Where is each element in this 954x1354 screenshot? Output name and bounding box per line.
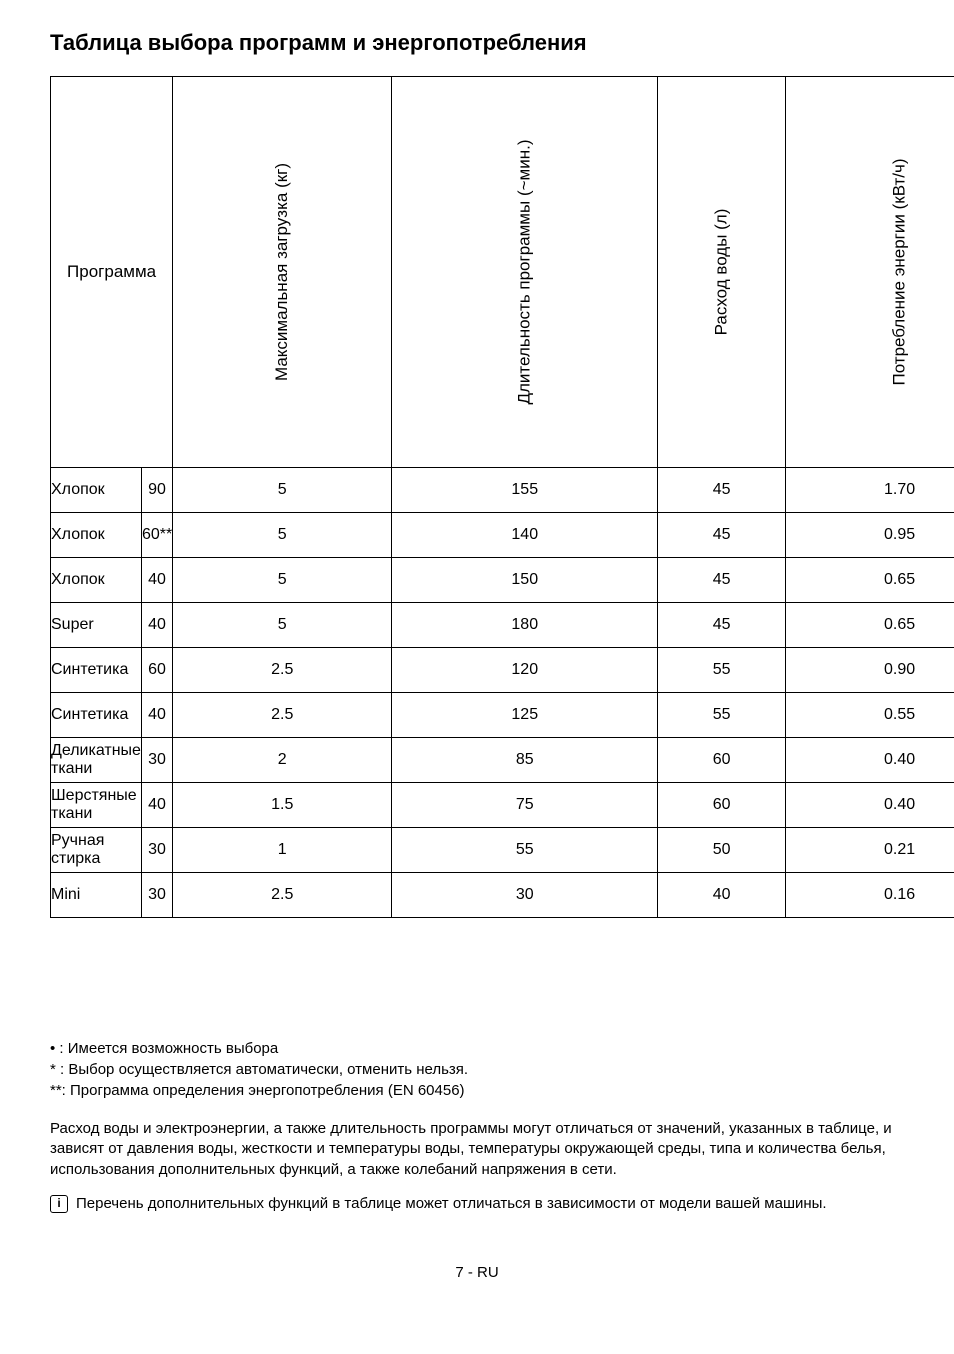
- data-cell: 2.5: [173, 693, 392, 738]
- temperature-cell: 60**: [141, 513, 172, 558]
- table-row: Mini302.530400.16•••: [51, 873, 954, 918]
- data-cell: 0.90: [786, 648, 954, 693]
- data-cell: 2.5: [173, 873, 392, 918]
- data-cell: 1.70: [786, 468, 954, 513]
- data-cell: 0.40: [786, 738, 954, 783]
- data-cell: 5: [173, 468, 392, 513]
- data-cell: 55: [658, 648, 786, 693]
- program-name-cell: Super: [51, 603, 142, 648]
- data-cell: 2.5: [173, 648, 392, 693]
- table-row: Хлопок60**5140450.95••••••: [51, 513, 954, 558]
- data-cell: 150: [392, 558, 658, 603]
- table-header-row: Программа Максимальная загрузка (кг) Дли…: [51, 77, 954, 468]
- data-cell: 75: [392, 783, 658, 828]
- temperature-cell: 40: [141, 693, 172, 738]
- data-cell: 0.65: [786, 603, 954, 648]
- legend-line-3: **: Программа определения энергопотребле…: [50, 1080, 904, 1101]
- temperature-cell: 40: [141, 603, 172, 648]
- data-cell: 30: [392, 873, 658, 918]
- table-row: Деликатные ткани30285600.40•••••: [51, 738, 954, 783]
- table-row: Синтетика602.5120550.90••••••: [51, 648, 954, 693]
- temperature-cell: 30: [141, 873, 172, 918]
- program-name-cell: Ручная стирка: [51, 828, 142, 873]
- data-cell: 0.16: [786, 873, 954, 918]
- data-cell: 55: [392, 828, 658, 873]
- data-cell: 120: [392, 648, 658, 693]
- data-cell: 85: [392, 738, 658, 783]
- data-cell: 5: [173, 513, 392, 558]
- header-col-2: Расход воды (л): [658, 77, 786, 468]
- data-cell: 180: [392, 603, 658, 648]
- legend-line-1: • : Имеется возможность выбора: [50, 1038, 904, 1059]
- header-col-1: Длительность программы (~мин.): [392, 77, 658, 468]
- legend-line-2: * : Выбор осуществляется автоматически, …: [50, 1059, 904, 1080]
- header-program: Программа: [51, 77, 173, 468]
- program-name-cell: Хлопок: [51, 558, 142, 603]
- info-icon: i: [50, 1195, 68, 1213]
- data-cell: 55: [658, 693, 786, 738]
- program-name-cell: Mini: [51, 873, 142, 918]
- temperature-cell: 40: [141, 558, 172, 603]
- data-cell: 0.21: [786, 828, 954, 873]
- temperature-cell: 60: [141, 648, 172, 693]
- data-cell: 1.5: [173, 783, 392, 828]
- data-cell: 0.95: [786, 513, 954, 558]
- data-cell: 2: [173, 738, 392, 783]
- program-name-cell: Синтетика: [51, 648, 142, 693]
- data-cell: 140: [392, 513, 658, 558]
- info-text: Перечень дополнительных функций в таблиц…: [76, 1194, 827, 1214]
- program-table: Программа Максимальная загрузка (кг) Дли…: [50, 76, 954, 918]
- data-cell: 60: [658, 738, 786, 783]
- temperature-cell: 30: [141, 738, 172, 783]
- data-cell: 45: [658, 468, 786, 513]
- data-cell: 45: [658, 603, 786, 648]
- data-cell: 50: [658, 828, 786, 873]
- legend: • : Имеется возможность выбора * : Выбор…: [50, 1038, 904, 1101]
- data-cell: 0.65: [786, 558, 954, 603]
- data-cell: 40: [658, 873, 786, 918]
- data-cell: 5: [173, 603, 392, 648]
- data-cell: 0.40: [786, 783, 954, 828]
- data-cell: 125: [392, 693, 658, 738]
- table-row: Синтетика402.5125550.55••••••: [51, 693, 954, 738]
- header-col-3: Потребление энергии (кВт/ч): [786, 77, 954, 468]
- table-row: Хлопок905155451.70••••••: [51, 468, 954, 513]
- program-name-cell: Хлопок: [51, 468, 142, 513]
- table-row: Хлопок405150450.65••••••: [51, 558, 954, 603]
- table-row: Ручная стирка30155500.21•••: [51, 828, 954, 873]
- program-name-cell: Шерстяные ткани: [51, 783, 142, 828]
- temperature-cell: 90: [141, 468, 172, 513]
- table-row: Шерстяные ткани401.575600.40•••••: [51, 783, 954, 828]
- data-cell: 1: [173, 828, 392, 873]
- data-cell: 5: [173, 558, 392, 603]
- data-cell: 45: [658, 513, 786, 558]
- temperature-cell: 30: [141, 828, 172, 873]
- temperature-cell: 40: [141, 783, 172, 828]
- program-name-cell: Деликатные ткани: [51, 738, 142, 783]
- program-name-cell: Хлопок: [51, 513, 142, 558]
- page-title: Таблица выбора программ и энергопотребле…: [50, 30, 904, 56]
- program-name-cell: Синтетика: [51, 693, 142, 738]
- info-note: i Перечень дополнительных функций в табл…: [50, 1194, 904, 1214]
- header-col-0: Максимальная загрузка (кг): [173, 77, 392, 468]
- data-cell: 60: [658, 783, 786, 828]
- data-cell: 0.55: [786, 693, 954, 738]
- data-cell: 45: [658, 558, 786, 603]
- page-number: 7 - RU: [50, 1264, 904, 1281]
- data-cell: 155: [392, 468, 658, 513]
- disclaimer-paragraph: Расход воды и электроэнергии, а также дл…: [50, 1119, 904, 1180]
- table-row: Super405180450.65•••: [51, 603, 954, 648]
